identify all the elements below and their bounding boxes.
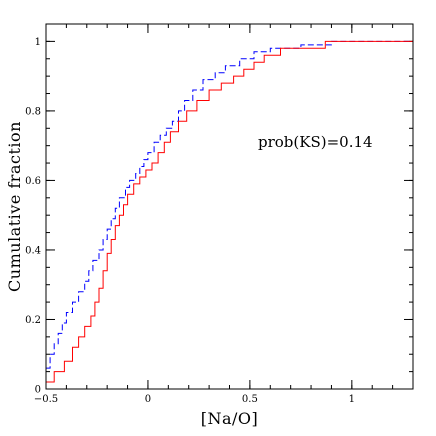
y-tick-label: 0.2 — [25, 315, 41, 326]
y-tick-label: 0.8 — [25, 106, 41, 117]
plot-frame — [45, 23, 414, 390]
x-tick-label: 0 — [145, 394, 151, 405]
x-tick-label: 0.5 — [242, 394, 258, 405]
y-tick-label: 0.4 — [25, 245, 41, 256]
cdf-series-line-2 — [46, 40, 413, 383]
y-tick-label: 0 — [35, 385, 41, 396]
tick-marks — [45, 23, 414, 390]
y-tick-label: 1 — [35, 37, 41, 48]
tick-labels: −0.5 0 0.5 100.20.40.60.81 — [25, 37, 355, 405]
y-tick-label: 0.6 — [25, 176, 41, 187]
cdf-series-line-1 — [46, 40, 413, 369]
y-axis-label: Cumulative fraction — [5, 121, 24, 292]
ks-probability-annotation: prob(KS)=0.14 — [258, 133, 373, 151]
x-axis-label: [Na/O] — [201, 409, 259, 428]
series-lines — [46, 40, 413, 383]
x-tick-label: 1 — [349, 394, 355, 405]
x-tick-label: −0.5 — [34, 394, 58, 405]
